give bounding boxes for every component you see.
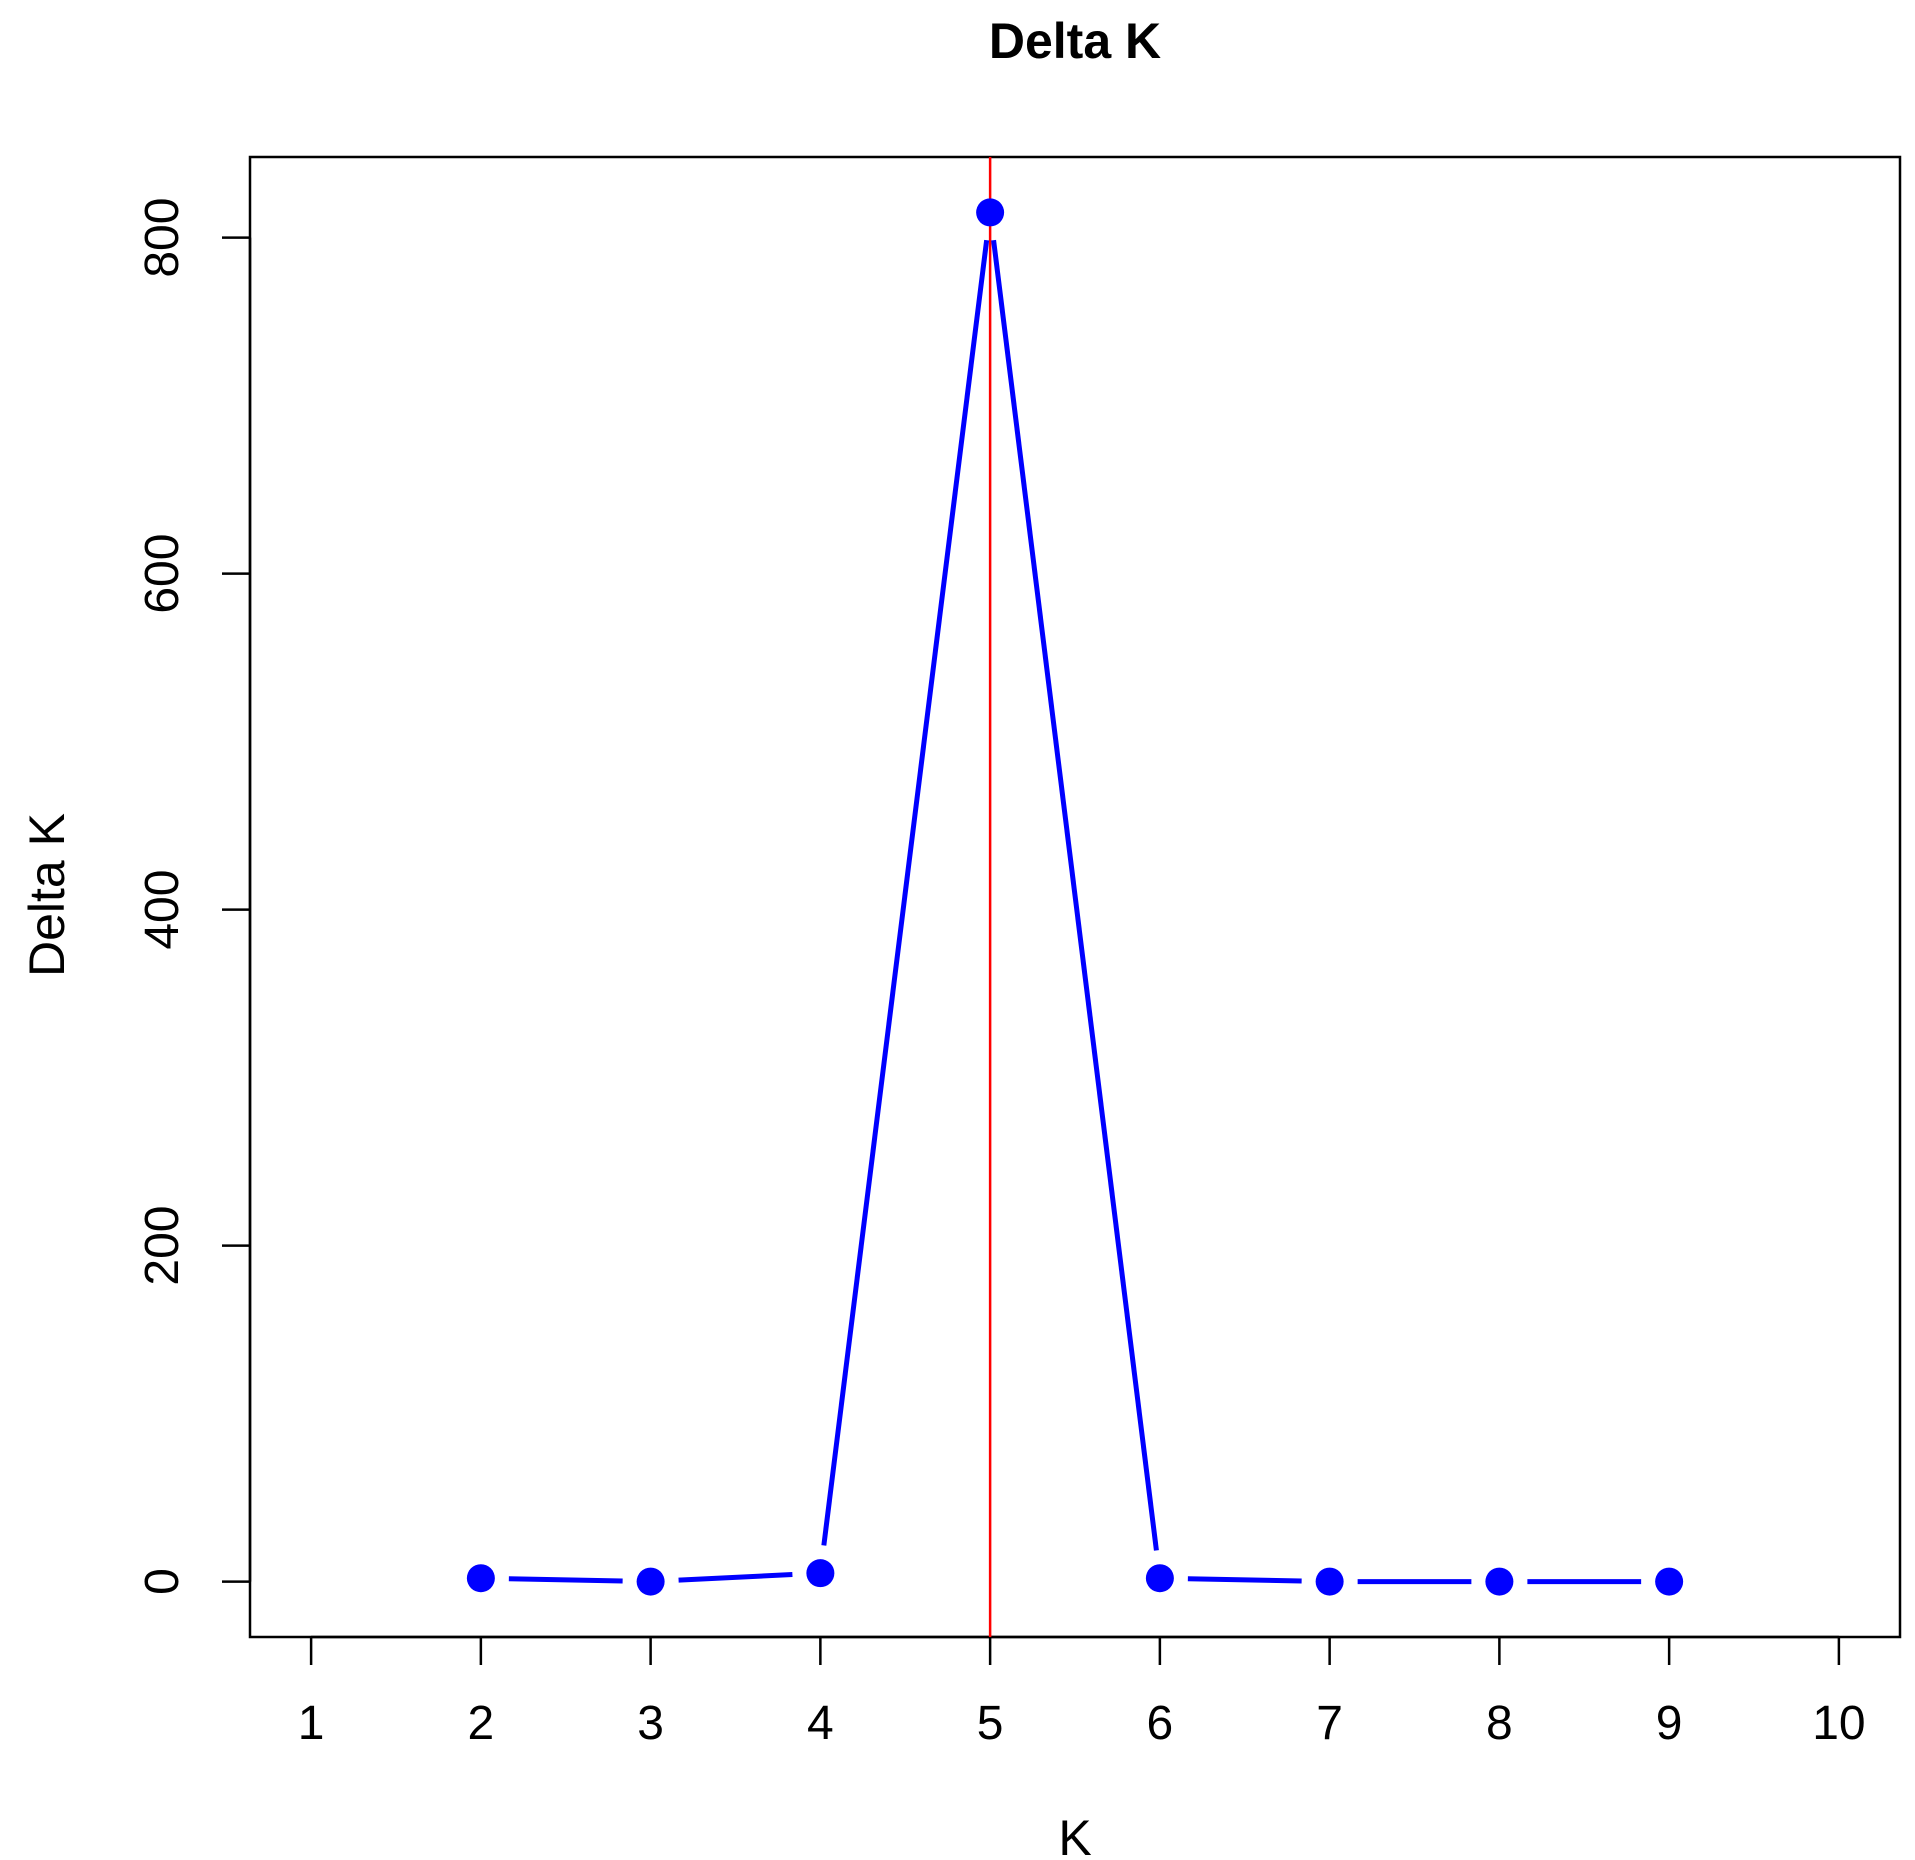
data-point	[636, 1567, 665, 1596]
data-point	[1145, 1564, 1174, 1593]
data-point	[1315, 1567, 1344, 1596]
y-tick-label: 0	[136, 1568, 189, 1595]
y-tick-label: 200	[136, 1206, 189, 1286]
series-line-segment	[678, 1572, 793, 1583]
series-line-segment	[821, 239, 990, 1546]
x-tick-label: 7	[1316, 1697, 1343, 1750]
y-axis-label: Delta K	[19, 813, 75, 977]
series-layer	[466, 198, 1684, 1596]
data-point	[1485, 1567, 1514, 1596]
x-tick-label: 1	[298, 1697, 325, 1750]
y-tick-label: 400	[136, 870, 189, 950]
series-line-segment	[508, 1576, 623, 1584]
y-tick-label: 800	[136, 198, 189, 278]
data-point	[976, 198, 1005, 227]
data-point	[806, 1559, 835, 1588]
x-axis-label: K	[1058, 1810, 1091, 1860]
x-tick-label: 2	[468, 1697, 495, 1750]
x-tick-label: 10	[1812, 1697, 1865, 1750]
y-tick-label: 600	[136, 534, 189, 614]
x-tick-label: 9	[1656, 1697, 1683, 1750]
x-tick-label: 6	[1147, 1697, 1174, 1750]
y-axis: 0 200 400 600 800	[136, 198, 252, 1595]
x-tick-label: 8	[1486, 1697, 1513, 1750]
x-tick-label: 3	[637, 1697, 664, 1750]
data-point	[466, 1564, 495, 1593]
x-tick-label: 4	[807, 1697, 834, 1750]
chart-title: Delta K	[989, 13, 1161, 69]
series-line-segment	[1187, 1576, 1302, 1584]
data-point	[1655, 1567, 1684, 1596]
x-axis: 1 2 3 4 5 6 7 8 9 10	[298, 1635, 1866, 1750]
series-line-segment	[991, 239, 1159, 1551]
x-tick-label: 5	[977, 1697, 1004, 1750]
